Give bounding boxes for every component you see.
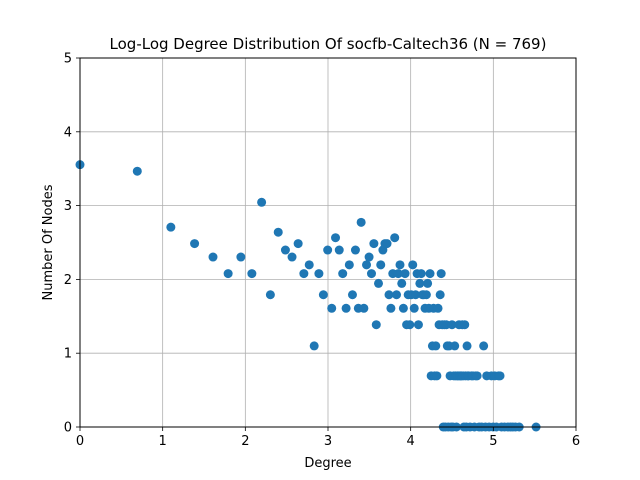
data-point (350, 245, 360, 255)
data-point (304, 260, 314, 270)
data-point (318, 290, 328, 300)
data-point (392, 290, 402, 300)
data-point (362, 260, 372, 270)
data-point (400, 269, 410, 279)
data-point (416, 269, 426, 279)
data-point (393, 269, 403, 279)
x-tick-label: 6 (572, 434, 580, 449)
data-point (309, 341, 319, 351)
data-point (376, 260, 386, 270)
data-point (166, 222, 176, 232)
axis-ticks: 0 1 2 3 4 5 6 0 1 2 3 4 5 (64, 52, 580, 450)
data-point (462, 341, 472, 351)
data-point (431, 341, 441, 351)
data-point (472, 371, 482, 381)
y-axis-label: Number Of Nodes (41, 184, 56, 300)
data-point (334, 245, 344, 255)
data-point (395, 260, 405, 270)
data-point (341, 303, 351, 313)
data-point (359, 303, 369, 313)
y-tick-label: 0 (64, 421, 72, 436)
data-point (374, 278, 384, 288)
data-point (450, 341, 460, 351)
data-point (132, 166, 142, 176)
data-point (423, 278, 433, 288)
data-point (366, 269, 376, 279)
data-point (413, 320, 423, 330)
data-point (390, 233, 400, 243)
data-point (369, 239, 379, 249)
data-point (190, 239, 200, 249)
data-point (425, 269, 435, 279)
data-point (411, 290, 421, 300)
data-point (436, 269, 446, 279)
data-point (421, 290, 431, 300)
data-point (208, 252, 218, 262)
data-point (398, 303, 408, 313)
data-point (223, 269, 233, 279)
data-point (327, 303, 337, 313)
x-tick-label: 0 (76, 434, 84, 449)
data-point (293, 239, 303, 249)
data-point (236, 252, 246, 262)
data-point (247, 269, 257, 279)
data-point (265, 290, 275, 300)
y-tick-label: 3 (64, 199, 72, 214)
data-point (397, 278, 407, 288)
data-point (323, 245, 333, 255)
data-point (338, 269, 348, 279)
data-point (415, 278, 425, 288)
data-point (257, 197, 267, 207)
chart-title: Log-Log Degree Distribution Of socfb-Cal… (110, 35, 547, 53)
data-point (384, 290, 394, 300)
data-point (432, 371, 442, 381)
y-tick-label: 1 (64, 347, 72, 362)
x-tick-label: 5 (489, 434, 497, 449)
data-points (75, 160, 541, 432)
data-point (405, 320, 415, 330)
data-point (314, 269, 324, 279)
data-point (331, 233, 341, 243)
data-point (409, 303, 419, 313)
data-point (371, 320, 381, 330)
x-tick-label: 1 (159, 434, 167, 449)
data-point (273, 227, 283, 237)
y-tick-label: 4 (64, 125, 72, 140)
data-point (433, 303, 443, 313)
data-point (386, 303, 396, 313)
x-tick-label: 4 (407, 434, 415, 449)
data-point (356, 217, 366, 227)
data-point (408, 260, 418, 270)
data-point (447, 320, 457, 330)
data-point (495, 371, 505, 381)
x-axis-label: Degree (304, 456, 351, 471)
data-point (479, 341, 489, 351)
data-point (299, 269, 309, 279)
data-point (280, 245, 290, 255)
data-point (364, 252, 374, 262)
data-point (287, 252, 297, 262)
data-point (435, 290, 445, 300)
data-point (382, 239, 392, 249)
data-point (460, 320, 470, 330)
data-point (347, 290, 357, 300)
y-tick-label: 5 (64, 52, 72, 67)
y-tick-label: 2 (64, 273, 72, 288)
x-tick-label: 2 (241, 434, 249, 449)
data-point (344, 260, 354, 270)
x-tick-label: 3 (324, 434, 332, 449)
